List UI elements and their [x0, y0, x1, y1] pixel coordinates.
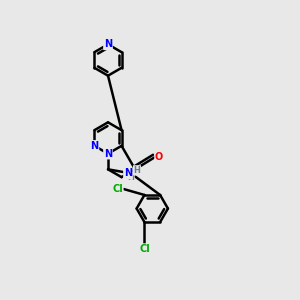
- Text: H: H: [127, 172, 134, 182]
- Text: O: O: [155, 152, 163, 162]
- Text: H: H: [134, 166, 140, 175]
- Text: N: N: [104, 149, 112, 159]
- Text: N: N: [104, 39, 112, 49]
- Text: Cl: Cl: [139, 244, 150, 254]
- Text: N: N: [90, 141, 98, 151]
- Text: Cl: Cl: [112, 184, 123, 194]
- Text: N: N: [124, 168, 132, 178]
